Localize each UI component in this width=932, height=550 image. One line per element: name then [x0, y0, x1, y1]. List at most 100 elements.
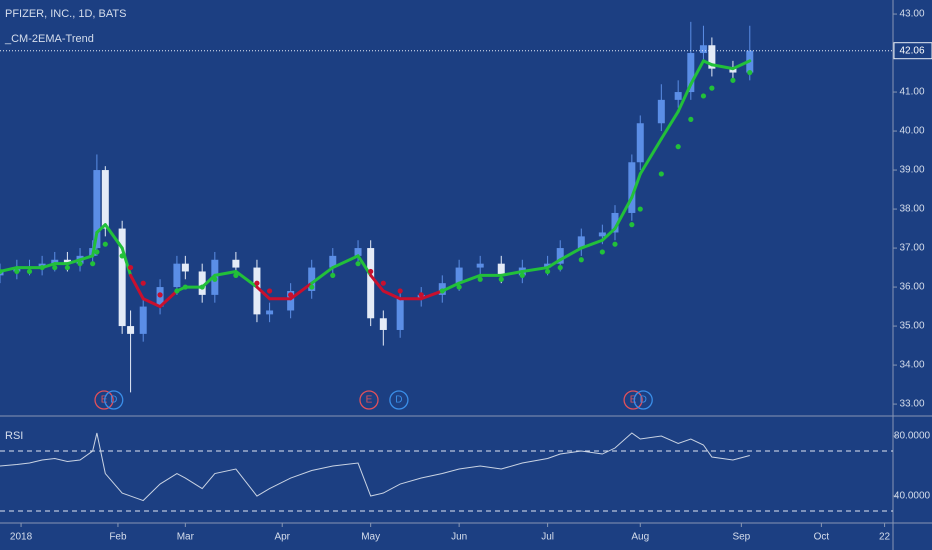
ema-slow-dot	[212, 276, 218, 282]
candle-body	[598, 232, 606, 237]
y-tick-label: 36.00	[899, 282, 924, 293]
ema-fast-segment	[255, 285, 272, 301]
ema-slow-dot	[77, 261, 83, 267]
ema-fast-segment	[520, 266, 550, 273]
ema-slow-dot	[309, 284, 315, 290]
indicator-name: _CM-2EMA-Trend	[4, 33, 94, 45]
ema-fast-segment	[659, 110, 680, 141]
candle-body	[0, 271, 4, 276]
ema-fast-segment	[499, 269, 524, 277]
x-tick-label: Apr	[274, 532, 290, 543]
candle-body	[173, 263, 181, 288]
x-tick-label: Oct	[814, 532, 830, 543]
candle-body	[455, 267, 463, 284]
candle-body	[63, 259, 71, 264]
chart-title: PFIZER, INC., 1D, BATS	[5, 8, 126, 20]
ema-fast-segment	[381, 289, 402, 301]
ema-slow-dot	[557, 264, 563, 271]
rsi-line	[0, 432, 750, 502]
candle-body	[628, 162, 636, 213]
x-tick-label: May	[361, 532, 380, 543]
ema-fast-segment	[676, 82, 693, 114]
ema-slow-dot	[174, 288, 180, 294]
y-tick-label: 34.00	[899, 360, 924, 371]
event-label: D	[640, 395, 647, 406]
candle-body	[657, 99, 665, 124]
ema-fast-segment	[141, 297, 162, 309]
ema-slow-dot	[0, 268, 3, 275]
ema-fast-segment	[731, 59, 752, 71]
event-marker	[359, 390, 379, 410]
candle-body	[139, 306, 147, 334]
event-label: E	[366, 395, 373, 406]
ema-slow-dot	[157, 292, 163, 298]
x-tick-label: Jul	[541, 532, 554, 543]
event-marker	[389, 390, 409, 410]
ema-slow-dot	[355, 261, 361, 267]
event-marker	[94, 390, 114, 410]
ema-slow-dot	[140, 280, 146, 286]
ema-slow-dot	[578, 257, 584, 263]
rsi-title: RSI	[5, 430, 23, 442]
x-tick-label: Sep	[732, 532, 750, 543]
ema-slow-dot	[418, 292, 424, 298]
ema-fast-segment	[369, 273, 385, 293]
ema-fast-segment	[419, 289, 444, 301]
ema-slow-dot	[14, 268, 20, 275]
event-label: D	[110, 395, 117, 406]
ema-slow-dot	[288, 292, 294, 298]
candle-body	[101, 170, 109, 229]
ema-slow-dot	[456, 284, 462, 290]
ema-slow-dot	[199, 284, 205, 290]
candle-body	[497, 263, 505, 276]
ema-fast-segment	[630, 172, 642, 199]
ema-slow-dot	[612, 241, 618, 247]
ema-slow-dot	[498, 276, 504, 282]
ema-slow-dot	[90, 261, 96, 267]
ema-fast-segment	[289, 281, 314, 301]
x-tick-label: Mar	[177, 532, 195, 543]
ema-slow-dot	[688, 116, 694, 122]
x-tick-label: Feb	[109, 532, 127, 543]
candle-body	[51, 259, 59, 264]
x-tick-label: 22	[879, 532, 891, 543]
candle-body	[687, 53, 695, 93]
y-tick-label: 41.00	[899, 87, 924, 98]
ema-slow-dot	[380, 280, 386, 286]
y-tick-label: 39.00	[899, 165, 924, 176]
ema-slow-dot	[700, 93, 707, 99]
candle-body	[232, 259, 240, 268]
ema-fast-segment	[579, 238, 604, 250]
candle-body	[287, 290, 295, 311]
event-marker	[104, 390, 124, 410]
candle-body	[93, 170, 101, 249]
ema-slow-dot	[182, 284, 188, 290]
ema-slow-dot	[709, 85, 715, 91]
candle-body	[127, 326, 135, 334]
ema-fast-segment	[95, 223, 107, 234]
candle-body	[308, 267, 316, 291]
y-tick-label: 43.00	[899, 9, 924, 20]
ema-slow-dot	[730, 77, 736, 83]
x-tick-label: Aug	[631, 532, 649, 543]
candle-body	[611, 212, 619, 233]
ema-slow-dot	[658, 171, 664, 177]
ema-slow-dot	[26, 268, 33, 275]
ema-fast-segment	[0, 266, 19, 273]
ema-fast-segment	[600, 227, 617, 242]
candle-body	[708, 45, 716, 69]
ema-slow-dot	[119, 253, 125, 259]
candle-body	[253, 267, 261, 315]
candle-body	[699, 45, 707, 54]
ema-slow-dot	[637, 206, 643, 212]
y-tick-label: 38.00	[899, 204, 924, 215]
ema-slow-dot	[368, 268, 374, 275]
candle-body	[379, 318, 387, 330]
candle-body	[354, 248, 362, 256]
ema-slow-dot	[233, 272, 239, 278]
ema-fast-segment	[457, 273, 482, 285]
ema-slow-dot	[102, 241, 108, 247]
candle-body	[577, 236, 585, 249]
